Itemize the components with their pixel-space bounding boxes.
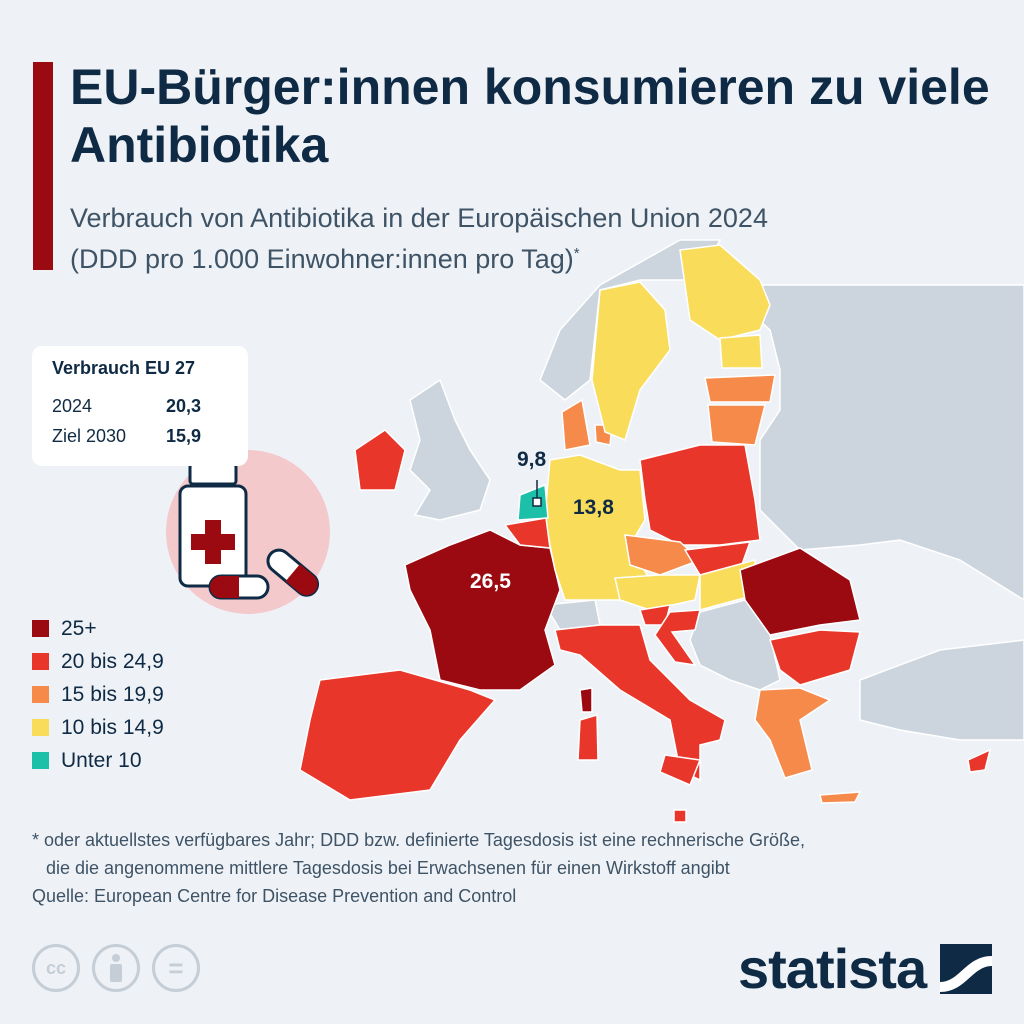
country-sardinia [577,714,599,761]
country-czechia [624,534,702,576]
cc-icon[interactable]: cc [32,944,80,992]
country-lithuania [707,404,766,446]
country-sicily [659,754,702,786]
country-crete [819,791,862,804]
label-netherlands: 9,8 [517,448,547,471]
legend-item: 15 bis 19,9 [32,678,164,711]
summary-label-target: Ziel 2030 [52,426,127,446]
footnote-line-1: * oder aktuellstes verfügbares Jahr; DDD… [32,830,806,850]
country-finland [679,244,771,341]
statista-logo[interactable]: statista [738,937,927,1000]
country-estonia [719,334,763,369]
country-turkey [859,639,1024,741]
legend-label: 25+ [61,616,97,640]
pill-bottle-icon [178,462,320,600]
country-france [404,529,561,691]
label-france: 26,5 [470,570,511,593]
subtitle: Verbrauch von Antibiotika in der Europäi… [70,200,768,277]
legend-item: 10 bis 14,9 [32,711,164,744]
country-sweden [591,281,671,442]
country-non-eu-east [718,284,1024,601]
legend-item: Unter 10 [32,744,164,777]
legend-swatch [32,752,49,769]
legend: 25+ 20 bis 24,9 15 bis 19,9 10 bis 14,9 … [32,612,164,777]
page-title: EU-Bürger:innen konsumieren zu viele Ant… [70,59,990,173]
country-poland [639,444,761,546]
footer: * oder aktuellstes verfügbares Jahr; DDD… [32,826,805,910]
country-cyprus [967,748,992,773]
legend-label: Unter 10 [61,748,142,772]
subtitle-line-1: Verbrauch von Antibiotika in der Europäi… [70,203,768,233]
country-spain-portugal [299,669,497,801]
statista-logo-icon [940,944,992,994]
legend-item: 20 bis 24,9 [32,645,164,678]
country-croatia [654,609,701,667]
country-malta [673,809,687,823]
summary-heading: Verbrauch EU 27 [52,358,196,378]
legend-label: 20 bis 24,9 [61,649,164,673]
country-bulgaria [769,629,861,686]
source: Quelle: European Centre for Disease Prev… [32,886,517,906]
summary-value-2024: 20,3 [166,396,202,416]
country-belgium [503,517,551,549]
subtitle-line-2: (DDD pro 1.000 Einwohner:innen pro Tag) [70,244,574,274]
legend-swatch [32,620,49,637]
summary-value-target: 15,9 [166,426,202,446]
eu-summary-box: Verbrauch EU 27 2024 20,3 Ziel 2030 15,9 [32,346,248,466]
country-romania [739,547,861,636]
country-uk [409,378,491,521]
country-italy [554,624,726,782]
legend-label: 15 bis 19,9 [61,682,164,706]
label-germany: 13,8 [573,496,614,519]
country-corsica [579,687,593,713]
legend-label: 10 bis 14,9 [61,715,164,739]
country-latvia [704,374,776,403]
footnote-mark: * [573,245,580,262]
attribution-icon[interactable] [92,944,140,992]
footnote-line-2: die die angenommene mittlere Tagesdosis … [46,858,730,878]
country-ireland [354,429,406,491]
summary-label-2024: 2024 [52,396,93,416]
country-austria [614,574,701,611]
country-greece [754,687,832,779]
legend-swatch [32,686,49,703]
title-accent-bar [33,62,53,270]
legend-swatch [32,719,49,736]
legend-item: 25+ [32,612,164,645]
legend-swatch [32,653,49,670]
no-derivatives-icon[interactable]: = [152,944,200,992]
